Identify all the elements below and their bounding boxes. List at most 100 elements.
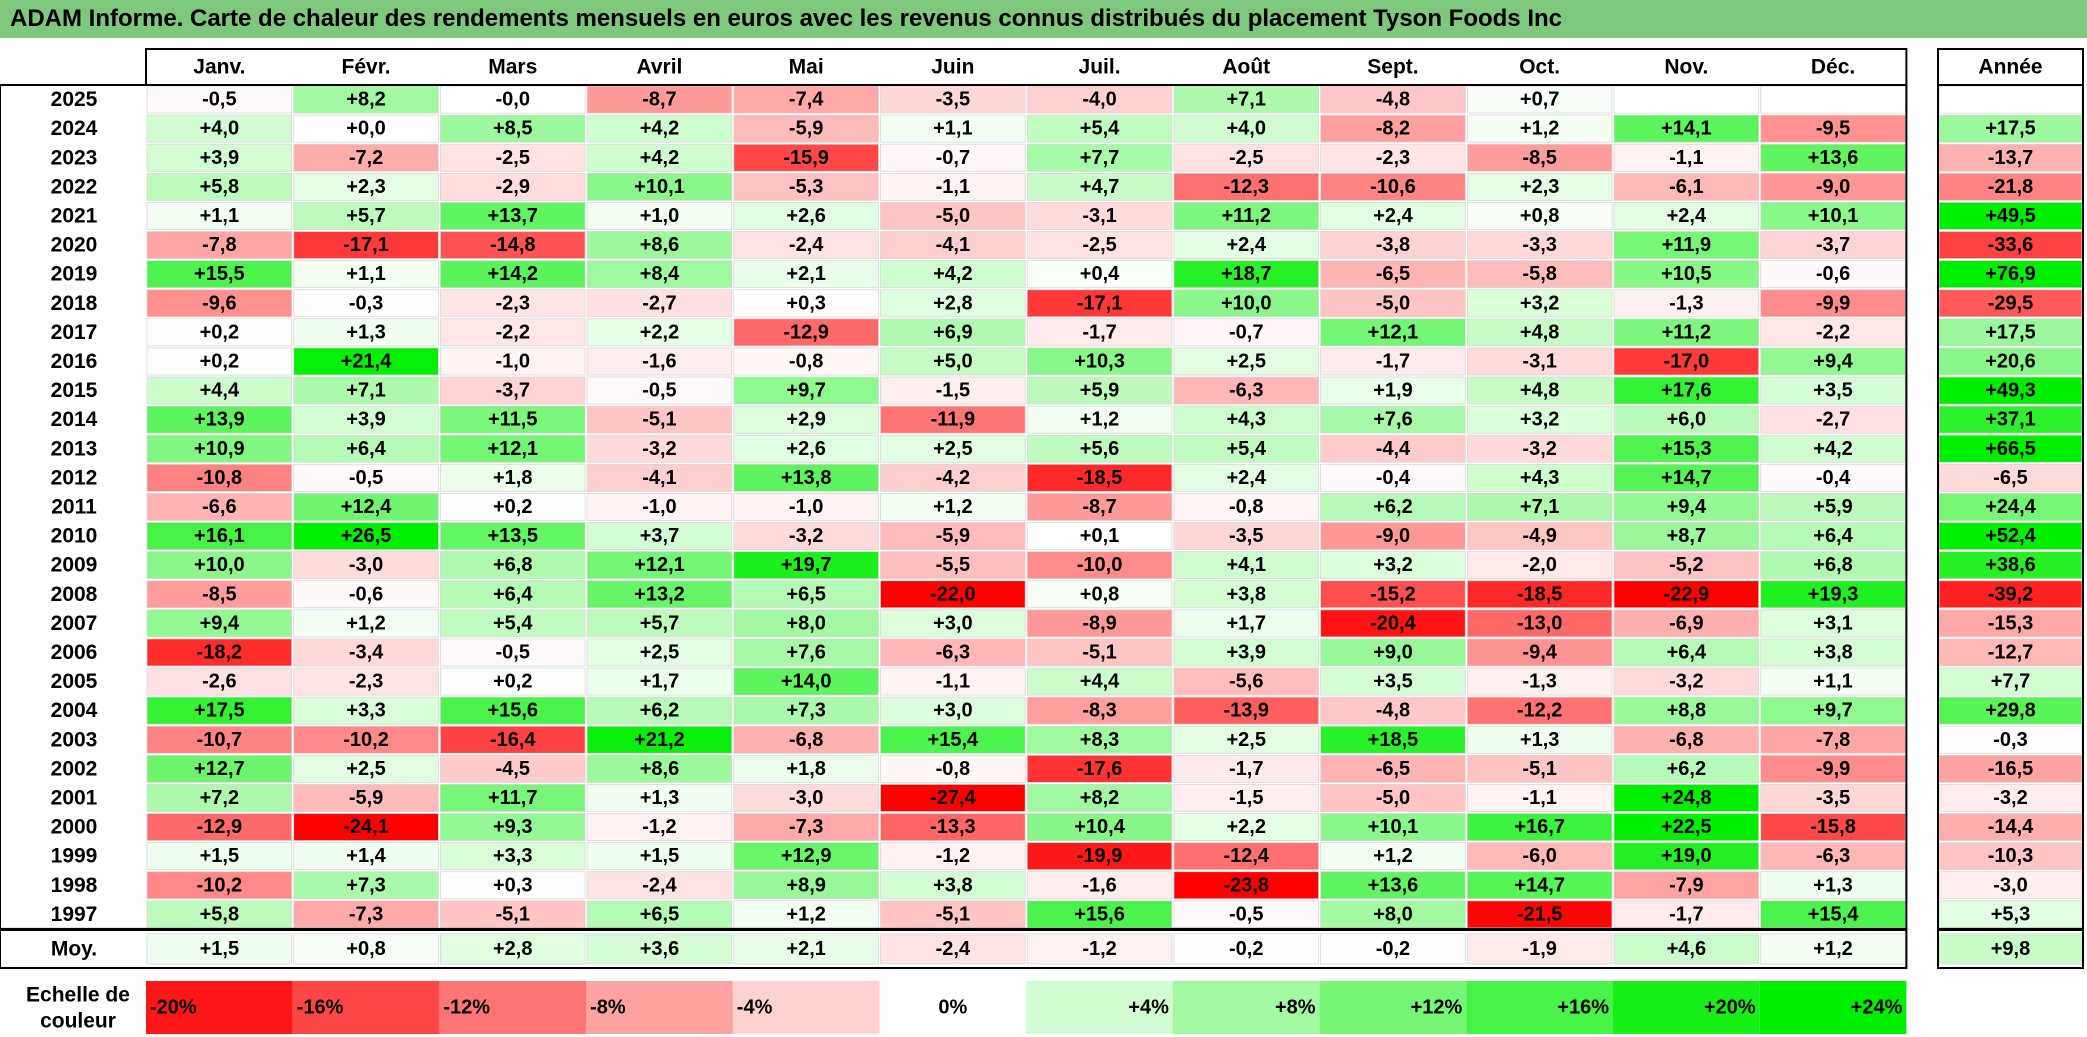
- year-label: 2014: [51, 408, 98, 431]
- heat-cell: [439, 434, 586, 463]
- heat-cell: [1760, 580, 1906, 609]
- cell-value: -6,3: [936, 641, 970, 663]
- year-label: 2015: [51, 379, 98, 402]
- heat-cell: [1466, 609, 1613, 638]
- cell-value: -0,7: [1229, 321, 1263, 343]
- cell-value: -2,5: [496, 147, 530, 169]
- heat-cell: [733, 696, 879, 725]
- heat-cell: [733, 842, 879, 871]
- cell-value: -0,8: [1229, 496, 1263, 518]
- heat-cell: [1760, 871, 1906, 900]
- heat-cell: [439, 609, 586, 638]
- average-frame: [0, 929, 1908, 969]
- cell-value: -1,1: [1669, 147, 1703, 169]
- cell-value: +3,7: [640, 525, 679, 547]
- annual-value: +49,3: [1985, 380, 2036, 402]
- cell-value: -5,1: [1522, 758, 1556, 780]
- heat-cell: [586, 522, 733, 551]
- cell-value: +4,2: [640, 147, 679, 169]
- month-header: Janv.: [193, 56, 245, 79]
- heat-cell: [439, 813, 586, 842]
- heat-cell: [1173, 376, 1320, 405]
- cell-value: +0,2: [493, 671, 532, 693]
- heat-cell: [1320, 871, 1466, 900]
- cell-value: +1,7: [640, 671, 679, 693]
- scale-swatch: [879, 981, 1027, 1034]
- heat-cell: [146, 289, 293, 318]
- cell-value: -7,3: [789, 816, 823, 838]
- heat-cell: [880, 289, 1026, 318]
- year-label: 2008: [51, 583, 98, 606]
- heat-cell: [1466, 289, 1613, 318]
- heat-cell: [293, 114, 439, 143]
- cell-value: -5,8: [1522, 263, 1556, 285]
- cell-value: +2,5: [933, 438, 972, 460]
- cell-value: +21,2: [634, 729, 685, 751]
- cell-value: -1,7: [1669, 903, 1703, 925]
- cell-value: +5,8: [200, 176, 239, 198]
- heat-cell: [880, 201, 1026, 230]
- cell-value: +8,7: [1667, 525, 1706, 547]
- heat-cell: [586, 172, 733, 201]
- cell-value: +6,8: [1813, 554, 1852, 576]
- cell-value: -3,3: [1522, 234, 1556, 256]
- heat-cell: [586, 434, 733, 463]
- annual-value: +37,1: [1985, 409, 2036, 431]
- heat-cell: [733, 667, 879, 696]
- cell-value: +0,7: [1520, 89, 1559, 111]
- cell-value: +7,1: [1520, 496, 1559, 518]
- heat-cell: [1613, 347, 1760, 376]
- cell-value: -0,5: [202, 89, 236, 111]
- cell-value: +1,5: [640, 845, 679, 867]
- heat-cell: [733, 492, 879, 521]
- cell-value: +2,6: [786, 438, 825, 460]
- heat-cell: [1320, 813, 1466, 842]
- heat-cell: [439, 318, 586, 347]
- scale-swatch: [1613, 981, 1760, 1034]
- heat-cell: [1026, 347, 1173, 376]
- average-cell: [1026, 933, 1173, 965]
- average-cell: [439, 933, 586, 965]
- heat-cell: [1173, 580, 1320, 609]
- cell-value: -2,5: [1082, 234, 1116, 256]
- heat-cell: [1173, 784, 1320, 812]
- heat-cell: [1613, 784, 1760, 812]
- cell-value: +1,1: [346, 263, 385, 285]
- cell-value: +8,3: [1080, 729, 1119, 751]
- cell-value: +4,4: [1080, 671, 1120, 693]
- heat-cell: [1320, 667, 1466, 696]
- cell-value: +3,9: [346, 409, 385, 431]
- heat-cell: [439, 492, 586, 521]
- cell-value: +12,9: [781, 845, 832, 867]
- scale-swatch: [586, 981, 733, 1034]
- heat-cell: [1760, 114, 1906, 143]
- heat-cell: [439, 143, 586, 172]
- heat-cell: [880, 172, 1026, 201]
- cell-value: +5,9: [1813, 496, 1852, 518]
- heat-cell: [586, 900, 733, 929]
- heat-cell: [1173, 725, 1320, 754]
- cell-value: +6,4: [493, 583, 533, 605]
- cell-value: +4,2: [1813, 438, 1852, 460]
- average-annual-value: +9,8: [1991, 938, 2030, 960]
- cell-value: -4,5: [496, 758, 530, 780]
- cell-value: +8,0: [786, 612, 825, 634]
- heat-cell: [733, 463, 879, 492]
- cell-value: +8,8: [1667, 700, 1706, 722]
- cell-value: -6,5: [1376, 263, 1410, 285]
- heat-cell: [1466, 231, 1613, 260]
- heat-cell: [146, 347, 293, 376]
- heat-cell: [1026, 114, 1173, 143]
- heat-cell: [1760, 522, 1906, 551]
- cell-value: -12,4: [1223, 845, 1269, 867]
- heat-cell: [1760, 318, 1906, 347]
- cell-value: -6,3: [1816, 845, 1850, 867]
- heat-cell: [1760, 85, 1906, 114]
- heat-cell: [439, 347, 586, 376]
- cell-value: +3,3: [493, 845, 532, 867]
- month-header: Avril: [636, 56, 682, 79]
- cell-value: -8,5: [202, 583, 236, 605]
- heat-cell: [439, 580, 586, 609]
- heat-cell: [439, 260, 586, 289]
- scale-label: couleur: [40, 1010, 116, 1033]
